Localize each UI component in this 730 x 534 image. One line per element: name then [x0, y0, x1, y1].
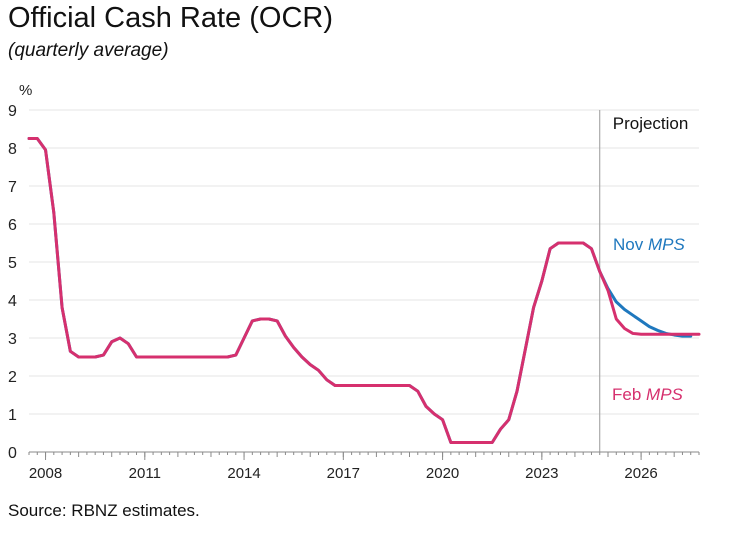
- y-tick-label-2: 2: [8, 369, 17, 386]
- y-tick-label-9: 9: [8, 103, 17, 120]
- x-tick-label-2017: 2017: [327, 465, 360, 482]
- series-line-nov-mps: [27, 137, 693, 444]
- grid-layer: [29, 109, 699, 415]
- source-note: Source: RBNZ estimates.: [8, 501, 200, 520]
- series-label-nov-mps: Nov MPS: [613, 235, 685, 254]
- series-label-name: Nov: [613, 235, 648, 254]
- x-tick-label-2026: 2026: [624, 465, 657, 482]
- y-tick-label-1: 1: [8, 407, 17, 424]
- y-tick-label-0: 0: [8, 445, 17, 462]
- x-tick-label-2023: 2023: [525, 465, 558, 482]
- x-tick-label-2011: 2011: [129, 465, 161, 482]
- y-tick-label-6: 6: [8, 217, 17, 234]
- x-tick-label-2020: 2020: [426, 465, 459, 482]
- series-label-name: Feb: [612, 385, 646, 404]
- y-tick-label-5: 5: [8, 255, 17, 272]
- series-line-feb-mps: [27, 137, 701, 444]
- x-tick-label-2014: 2014: [227, 465, 260, 482]
- y-tick-label-7: 7: [8, 179, 17, 196]
- y-axis-label: %: [19, 82, 32, 99]
- chart-title: Official Cash Rate (OCR): [8, 2, 333, 34]
- y-tick-label-4: 4: [8, 293, 17, 310]
- series-label-mps: MPS: [646, 385, 684, 404]
- series-label-mps: MPS: [648, 235, 686, 254]
- series-layer: [27, 137, 701, 444]
- y-tick-label-8: 8: [8, 141, 17, 158]
- x-tick-label-2008: 2008: [29, 465, 62, 482]
- projection-label: Projection: [613, 114, 689, 133]
- chart-subtitle: (quarterly average): [8, 40, 169, 61]
- projection-layer: Projection: [599, 110, 689, 452]
- y-tick-label-3: 3: [8, 331, 17, 348]
- axis-layer: 0 1 2 3 4 5 6 7 8 9% 2008 2011 2014 2017 2020 2023 2026: [8, 82, 700, 482]
- series-label-feb-mps: Feb MPS: [612, 385, 684, 404]
